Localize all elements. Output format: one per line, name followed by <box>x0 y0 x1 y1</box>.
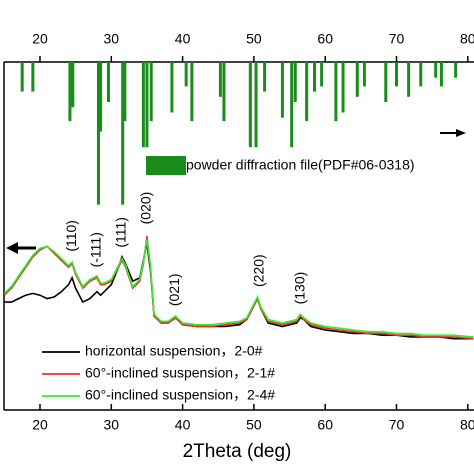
reference-bar <box>305 62 309 122</box>
reference-bar <box>254 62 258 148</box>
peak-label: (130) <box>292 272 308 305</box>
legend-label: 60°-inclined suspension，2-1# <box>85 365 275 381</box>
reference-bar <box>384 62 388 103</box>
series-line <box>4 242 474 340</box>
reference-bar <box>71 62 75 108</box>
left-arrow <box>6 242 36 254</box>
reference-bar <box>121 62 125 205</box>
x-tick-label: 80 <box>460 417 474 433</box>
reference-bar <box>293 62 297 103</box>
peak-label: (021) <box>166 273 182 306</box>
reference-bar <box>190 62 194 122</box>
peak-label: (220) <box>250 254 266 287</box>
series-line <box>3 235 474 340</box>
x-tick-label: 70 <box>389 417 405 433</box>
reference-bar <box>106 62 110 103</box>
reference-bar <box>68 62 72 122</box>
top-x-tick-label: 70 <box>389 31 405 47</box>
top-x-tick-label: 80 <box>460 31 474 47</box>
legend-label: 60°-inclined suspension，2-4# <box>85 387 275 403</box>
reference-bar <box>218 62 222 97</box>
reference-bar <box>123 62 127 122</box>
peak-label: (111) <box>113 217 129 248</box>
x-axis-title: 2Theta (deg) <box>183 441 292 462</box>
top-x-tick-label: 60 <box>317 31 333 47</box>
reference-bar <box>96 62 100 205</box>
reference-legend-label: powder diffraction file(PDF#06-0318) <box>186 157 415 173</box>
reference-bar <box>334 62 338 122</box>
reference-bar <box>145 62 149 148</box>
reference-bar <box>341 62 345 113</box>
top-x-tick-label: 40 <box>175 31 191 47</box>
reference-bar <box>263 62 267 92</box>
series-line <box>3 239 474 338</box>
reference-bar <box>407 62 411 97</box>
reference-bar <box>170 62 174 113</box>
reference-bar <box>99 62 103 132</box>
top-x-tick-label: 30 <box>104 31 120 47</box>
reference-bar <box>320 62 324 87</box>
reference-bar <box>31 62 35 92</box>
reference-bar <box>290 62 294 148</box>
top-x-tick-label: 50 <box>246 31 262 47</box>
reference-bar <box>419 62 423 87</box>
reference-bar <box>222 62 226 122</box>
reference-bar <box>355 62 359 97</box>
x-tick-label: 40 <box>175 417 191 433</box>
x-tick-label: 50 <box>246 417 262 433</box>
reference-bar <box>434 62 438 78</box>
reference-bar <box>395 62 398 87</box>
x-tick-label: 60 <box>317 417 333 433</box>
reference-bar <box>248 62 252 148</box>
reference-bar <box>20 62 24 92</box>
peak-label: (020) <box>138 192 154 225</box>
x-tick-label: 30 <box>104 417 120 433</box>
peak-label: (-111) <box>88 232 104 267</box>
reference-bar <box>141 62 145 148</box>
reference-bar <box>439 62 443 87</box>
reference-bar <box>149 62 153 122</box>
reference-bar <box>454 62 458 78</box>
reference-bar <box>280 62 284 118</box>
x-tick-label: 20 <box>32 417 48 433</box>
peak-label: (110) <box>63 220 79 252</box>
reference-bar <box>313 62 317 92</box>
reference-bar <box>362 62 366 87</box>
reference-bar <box>184 62 188 87</box>
legend-label: horizontal suspension，2-0# <box>85 343 263 359</box>
right-arrow <box>440 129 466 137</box>
top-x-tick-label: 20 <box>32 31 48 47</box>
reference-legend-swatch <box>146 156 186 175</box>
